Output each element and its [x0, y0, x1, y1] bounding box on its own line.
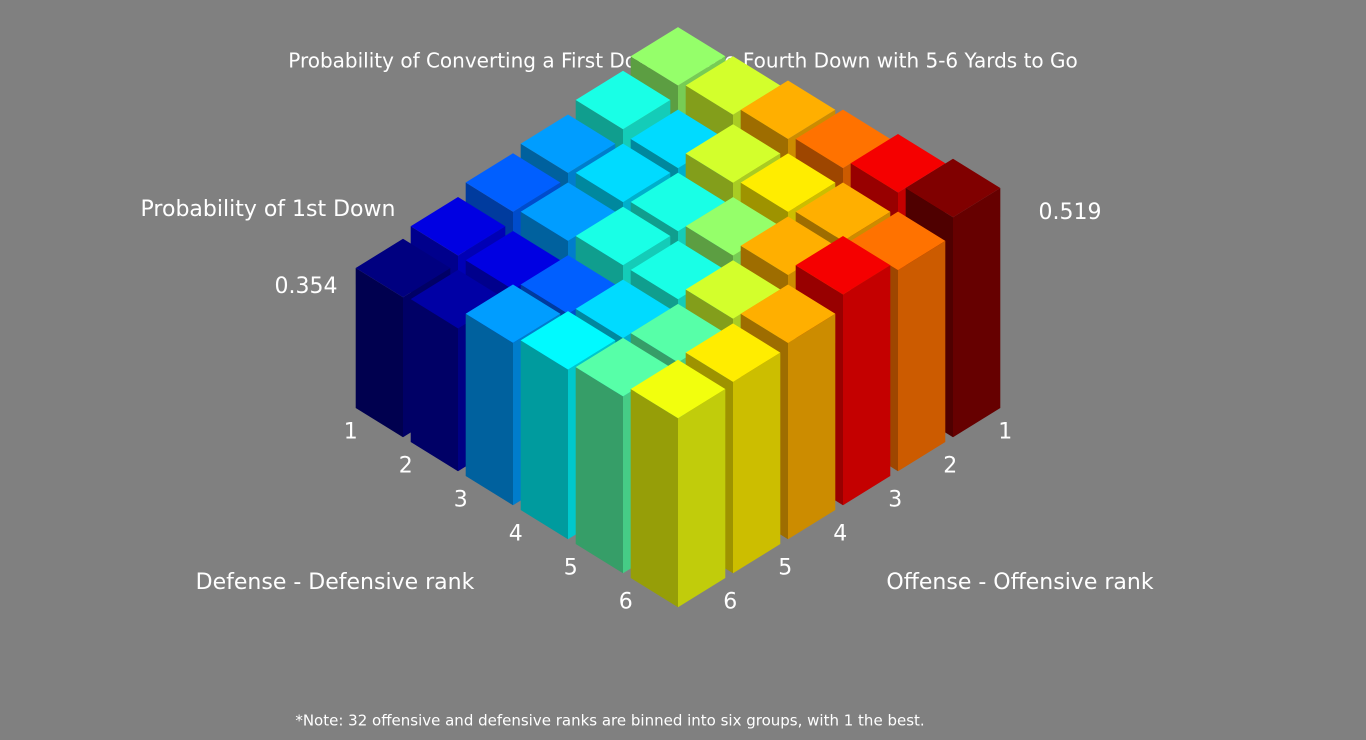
bar-top [575, 70, 671, 130]
y-tick-label: 1 [998, 419, 1012, 444]
bar-top [630, 359, 726, 419]
bar-top [520, 255, 616, 314]
bar-top [520, 114, 616, 173]
bar-top [410, 197, 506, 256]
bar-top [685, 260, 781, 319]
bar-top [905, 158, 1001, 218]
x-tick-label: 2 [399, 453, 413, 478]
bar-top [740, 216, 836, 275]
bar-face-right [953, 188, 1001, 438]
bar-face-left [355, 268, 403, 438]
x-axis-label: Defense - Defensive rank [196, 570, 475, 595]
bar-face-right [788, 313, 836, 540]
bar-top [850, 133, 946, 193]
y-axis-label: Offense - Offensive rank [886, 570, 1153, 595]
bar-top [850, 211, 946, 271]
z-tick-label: 0.519 [1039, 200, 1102, 225]
bar-top [630, 240, 726, 300]
bar-top [630, 27, 726, 86]
bar-face-left [520, 340, 568, 540]
bar-top [465, 284, 561, 343]
bar-top [630, 303, 726, 363]
z-tick-label: 0.354 [275, 274, 338, 299]
bar-face-right [843, 265, 891, 506]
x-tick-label: 3 [454, 487, 468, 512]
z-axis-label: Probability of 1st Down [141, 197, 396, 222]
y-tick-label: 4 [833, 521, 847, 546]
x-tick-label: 6 [619, 589, 633, 614]
x-tick-label: 1 [344, 419, 358, 444]
bar-face-left [410, 299, 458, 472]
bar-face-right [678, 389, 726, 608]
x-tick-label: 5 [564, 555, 578, 580]
bar-top [630, 172, 726, 232]
y-tick-label: 6 [723, 589, 737, 614]
bar-top [740, 284, 836, 343]
bar-top [685, 56, 781, 115]
bar-top [575, 337, 671, 397]
bar-top [575, 206, 671, 266]
y-tick-label: 3 [888, 487, 902, 512]
bar-face-right [733, 352, 781, 574]
bar-face-left [465, 313, 513, 506]
bar-top [795, 235, 891, 295]
bar-top [795, 109, 891, 169]
bar-face-left [630, 389, 678, 608]
bar-top [355, 238, 451, 298]
y-tick-label: 5 [778, 555, 792, 580]
bar-face-left [575, 367, 623, 574]
bar-top [520, 311, 616, 370]
bar-top [630, 109, 726, 169]
bar-top [795, 182, 891, 241]
bar-top [685, 197, 781, 256]
footnote: *Note: 32 offensive and defensive ranks … [295, 712, 924, 730]
bar-top [685, 124, 781, 183]
x-tick-label: 4 [509, 521, 523, 546]
y-tick-label: 2 [943, 453, 957, 478]
bar-top [685, 323, 781, 382]
bar-face-right [898, 240, 946, 472]
bar-top [575, 279, 671, 339]
bar-top [465, 153, 561, 212]
bar-top [575, 143, 671, 203]
bar-top [740, 80, 836, 139]
bar-top [465, 231, 561, 290]
bar-top [740, 153, 836, 212]
bars [355, 27, 1001, 608]
bar-top [520, 182, 616, 241]
